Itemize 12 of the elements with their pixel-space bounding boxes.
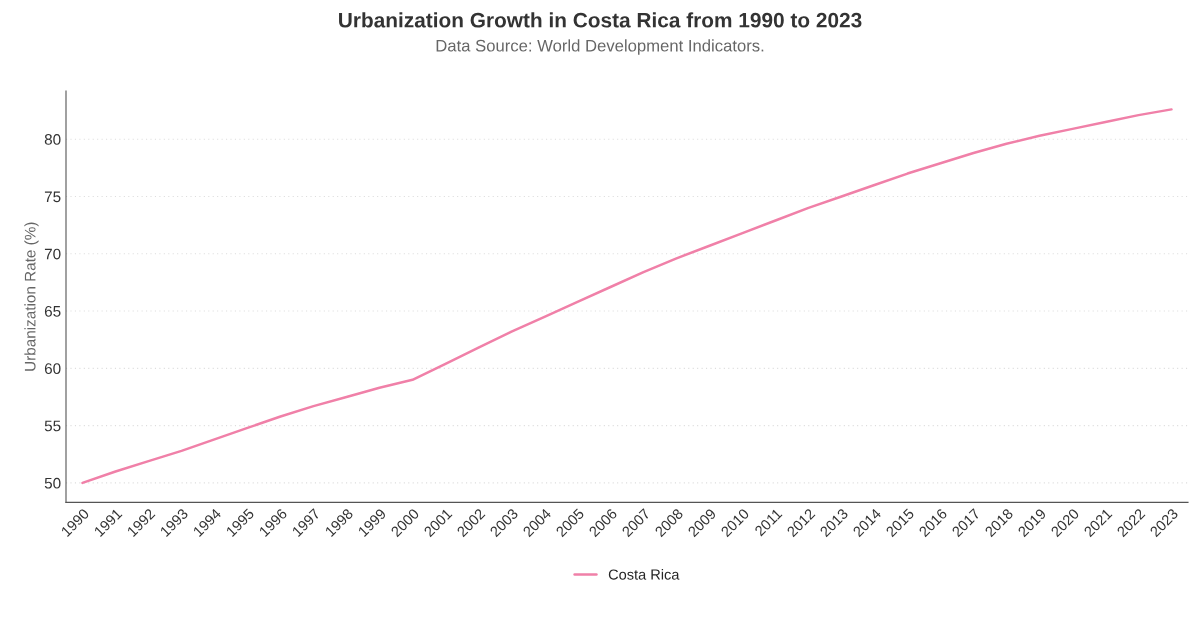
legend-label: Costa Rica (608, 569, 680, 580)
y-tick-label: 60 (44, 363, 61, 375)
chart-subtitle: Data Source: World Development Indicators. (436, 39, 764, 55)
y-tick-label: 75 (44, 191, 61, 203)
y-tick-label: 80 (44, 134, 61, 145)
y-tick-label: 65 (44, 305, 61, 317)
line-series (81, 108, 1173, 485)
y-tick-label: 50 (44, 477, 61, 489)
y-axis-title: Urbanization Rate (%) (24, 222, 39, 371)
chart-title: Urbanization Growth in Costa Rica from 1990 to 2023 (339, 12, 862, 28)
y-tick-label: 70 (44, 248, 61, 260)
y-tick-label: 55 (44, 420, 61, 432)
